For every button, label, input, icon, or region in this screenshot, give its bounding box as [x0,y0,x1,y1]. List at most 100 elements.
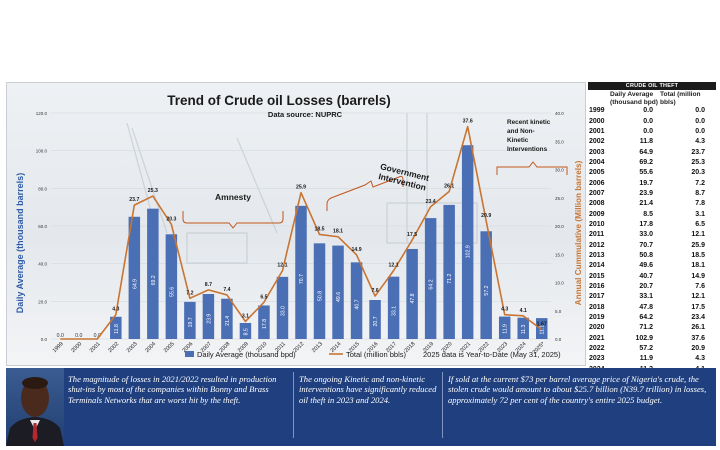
annotation-brackets [182,161,568,229]
bar [461,145,474,339]
table-row: 2007 23.9 8.7 [588,189,716,199]
chart-title: Trend of Crude oil Losses (barrels) [167,93,391,108]
y2-tick-label: 15.0 [555,252,564,257]
line-value-labels: 4.3 23.7 25.3 20.3 7.2 8.7 7.4 3.1 6.5 12.1 25.9 18… [112,119,547,328]
bar [165,234,178,339]
bar-value-label: 40.7 [355,299,361,309]
y2-tick-label: 5.0 [555,309,562,314]
table-cell-daily: 0.0 [643,127,653,135]
table-cell-daily: 11.8 [639,138,653,146]
y2-axis-title: Annual Cummulative (Million barrels) [574,160,583,305]
table-cell-daily: 20.7 [639,283,653,291]
table-cell-year: 2015 [589,272,605,280]
line-value-label: 8.7 [205,282,212,288]
table-row: 2004 69.2 25.3 [588,158,716,168]
bar-value-label: 64.9 [132,279,138,289]
table-row: 2002 11.8 4.3 [588,137,716,147]
x-tick-label: 2014 [330,341,343,354]
table-cell-year: 2000 [589,117,605,125]
table-row: 2001 0.0 0.0 [588,127,716,137]
bar [536,318,548,339]
bar-value-label: 55.6 [169,287,175,297]
table-cell-year: 2011 [589,231,605,239]
table-row: 2019 64.2 23.4 [588,313,716,323]
y2-axis-ticks: 0.0 5.0 10.0 15.0 20.0 25.0 30.0 35.0 40.0 [555,111,564,342]
bar-series [110,145,548,339]
table-cell-daily: 0.0 [643,107,653,115]
table-row: 2021 102.9 37.6 [588,334,716,344]
portrait-silhouette [6,377,64,446]
table-cell-total: 0.0 [695,117,705,125]
table-row: 2018 47.8 17.5 [588,303,716,313]
bar-value-label: 71.2 [447,274,453,284]
table-cell-total: 18.1 [691,262,705,270]
table-cell-total: 8.7 [695,189,705,197]
line-value-label: 17.5 [407,232,417,238]
y-axis-title: Daily Average (thousand barrels) [15,173,25,313]
bar [276,276,289,339]
table-row: 2013 50.8 18.5 [588,251,716,261]
x-tick-label: 2003 [126,341,139,354]
bar-value-label: 57.2 [484,285,490,295]
table-cell-year: 2009 [589,210,605,218]
chart-svg: 0.0 20.0 40.0 60.0 80.0 100.0 120.0 0.0 5.0 10.0… [15,93,583,359]
line-value-label: 4.3 [112,307,119,313]
bar [258,305,270,339]
table-body: 1999 0.0 0.0 2000 0.0 0.0 2001 0.0 0.0 2002 11.8 4.… [588,106,716,385]
y2-tick-label: 35.0 [555,139,564,144]
bar [406,248,418,339]
bar [239,322,252,339]
x-tick-label: 1999 [52,341,65,354]
table-row: 2009 8.5 3.1 [588,210,716,220]
table-cell-total: 18.5 [691,252,705,259]
table-header: Daily Average (thousand bpd) Total (mill… [588,91,716,106]
bar-value-label: 17.8 [262,319,268,329]
annotation-recent-interventions: Recent kinetic and Non-Kinetic Interventio… [507,119,551,153]
chart-subtitle: Data source: NUPRC [268,110,343,119]
caption-2: The ongoing Kinetic and non-kinetic inte… [299,374,437,405]
table-cell-total: 7.6 [695,283,705,291]
table-cell-year: 2023 [589,355,605,363]
table-cell-year: 2001 [589,127,605,135]
table-row: 2016 20.7 7.6 [588,282,716,292]
table-row: 2003 64.9 23.7 [588,148,716,158]
table-cell-year: 2018 [589,303,605,311]
table-cell-daily: 33.1 [639,293,653,301]
table-cell-year: 2020 [589,324,605,332]
bar [443,204,455,339]
caption-3: If sold at the current $73 per barrel av… [448,374,707,405]
table-cell-total: 0.0 [695,127,705,135]
table-header-year [588,91,610,106]
bar [498,316,511,339]
table-row: 2015 40.7 14.9 [588,272,716,282]
table-cell-daily: 8.5 [643,210,653,218]
annotation-government-intervention: GovernmentIntervention [377,161,431,193]
bar-value-label: 0.0 [57,333,64,339]
table-cell-daily: 0.0 [643,117,653,125]
y2-tick-label: 40.0 [555,111,564,116]
table-cell-year: 2006 [589,179,605,187]
table-cell-daily: 49.6 [639,262,653,270]
y2-tick-label: 30.0 [555,168,564,173]
table-row: 2011 33.0 12.1 [588,230,716,240]
table-cell-total: 3.1 [695,210,705,218]
y-tick-label: 80.0 [38,186,47,191]
bar [202,293,215,339]
table-row: 2023 11.9 4.3 [588,354,716,364]
table-cell-year: 2021 [589,334,605,342]
table-cell-daily: 17.8 [639,220,653,228]
caption-divider-2 [442,372,443,438]
line-value-label: 18.5 [314,226,324,232]
legend-ytd-note: 2025 data is Year-to-Date (May 31, 2025) [423,350,561,359]
table-cell-daily: 19.7 [639,179,653,187]
table-row: 2000 0.0 0.0 [588,117,716,127]
table-cell-total: 25.3 [691,158,705,166]
bar-value-label: 0.0 [75,333,82,339]
bar-value-label: 49.6 [336,292,342,302]
table-cell-daily: 47.8 [639,303,653,311]
line-value-label: 7.2 [186,290,193,296]
table-cell-daily: 23.9 [639,189,653,197]
table-cell-year: 2012 [589,241,605,249]
line-value-label: 6.5 [260,294,267,300]
table-cell-daily: 33.0 [639,231,653,239]
